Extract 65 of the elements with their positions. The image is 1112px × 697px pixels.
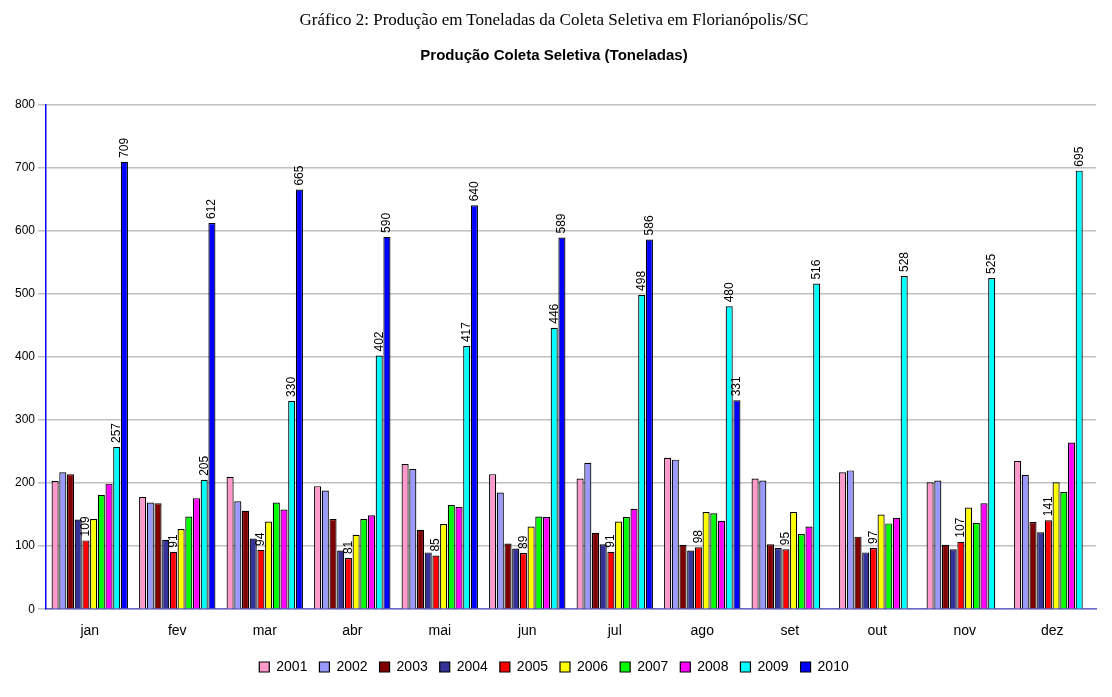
y-tick-label: 800 xyxy=(14,96,36,111)
data-label: 590 xyxy=(379,212,394,233)
y-tick-label: 0 xyxy=(28,601,36,616)
data-label: 330 xyxy=(284,376,299,397)
data-label: 257 xyxy=(109,422,124,444)
data-label: 446 xyxy=(546,303,561,324)
data-label: 91 xyxy=(165,534,180,548)
data-label: 141 xyxy=(1040,495,1055,517)
data-label: 525 xyxy=(984,253,999,274)
x-tick-label: set xyxy=(780,622,800,639)
data-label: 81 xyxy=(340,540,355,555)
y-tick-label: 400 xyxy=(14,349,36,364)
y-tick-label: 700 xyxy=(14,159,36,174)
data-label: 528 xyxy=(896,251,911,273)
data-label: 95 xyxy=(778,531,793,546)
data-label: 98 xyxy=(690,529,705,544)
legend-label: 2010 xyxy=(817,657,849,674)
data-label: 612 xyxy=(204,198,219,220)
x-tick-label: dez xyxy=(1040,622,1064,639)
data-label: 205 xyxy=(196,455,211,476)
x-tick-label: ago xyxy=(690,622,715,639)
y-tick-label: 300 xyxy=(14,412,36,427)
y-tick-label: 200 xyxy=(14,475,36,490)
legend-label: 2006 xyxy=(577,657,609,674)
x-tick-label: fev xyxy=(167,622,187,639)
legend-label: 2008 xyxy=(697,657,729,674)
data-label: 91 xyxy=(603,534,618,548)
legend-label: 2002 xyxy=(336,657,368,674)
data-label: 85 xyxy=(428,537,443,552)
data-label: 480 xyxy=(721,281,736,303)
data-label: 586 xyxy=(641,215,656,236)
x-tick-label: jan xyxy=(79,622,100,639)
chart-title: Gráfico 2: Produção em Toneladas da Coleta Seletiva em Florianópolis/SC xyxy=(299,9,809,29)
data-label: 516 xyxy=(809,259,824,280)
data-label: 695 xyxy=(1071,146,1086,167)
legend-label: 2004 xyxy=(456,657,489,674)
x-tick-label: jul xyxy=(606,622,622,639)
y-tick-label: 100 xyxy=(14,538,36,553)
data-label: 709 xyxy=(116,137,131,158)
y-tick-label: 500 xyxy=(14,286,36,301)
x-tick-label: mai xyxy=(428,622,452,639)
data-label: 417 xyxy=(459,321,474,343)
x-tick-label: out xyxy=(867,622,888,639)
legend-label: 2007 xyxy=(637,657,669,674)
chart-subtitle: Produção Coleta Seletiva (Toneladas) xyxy=(420,45,688,63)
data-label: 665 xyxy=(291,165,306,186)
data-label: 589 xyxy=(554,213,569,234)
y-tick-label: 600 xyxy=(14,222,36,237)
data-label: 109 xyxy=(78,516,93,537)
data-label: 402 xyxy=(371,331,386,352)
data-label: 97 xyxy=(865,530,880,544)
data-label: 89 xyxy=(515,535,530,550)
data-label: 94 xyxy=(253,532,268,546)
x-tick-label: abr xyxy=(342,622,363,639)
data-label: 331 xyxy=(729,375,744,397)
legend-label: 2009 xyxy=(757,657,789,674)
legend-label: 2003 xyxy=(396,657,428,674)
x-tick-label: mar xyxy=(252,622,278,639)
x-tick-label: nov xyxy=(953,622,977,639)
data-label: 107 xyxy=(953,517,968,538)
legend-label: 2005 xyxy=(516,657,549,674)
data-label: 498 xyxy=(634,270,649,291)
data-label: 640 xyxy=(466,181,481,202)
x-tick-label: jun xyxy=(516,622,537,639)
legend-label: 2001 xyxy=(276,657,308,674)
